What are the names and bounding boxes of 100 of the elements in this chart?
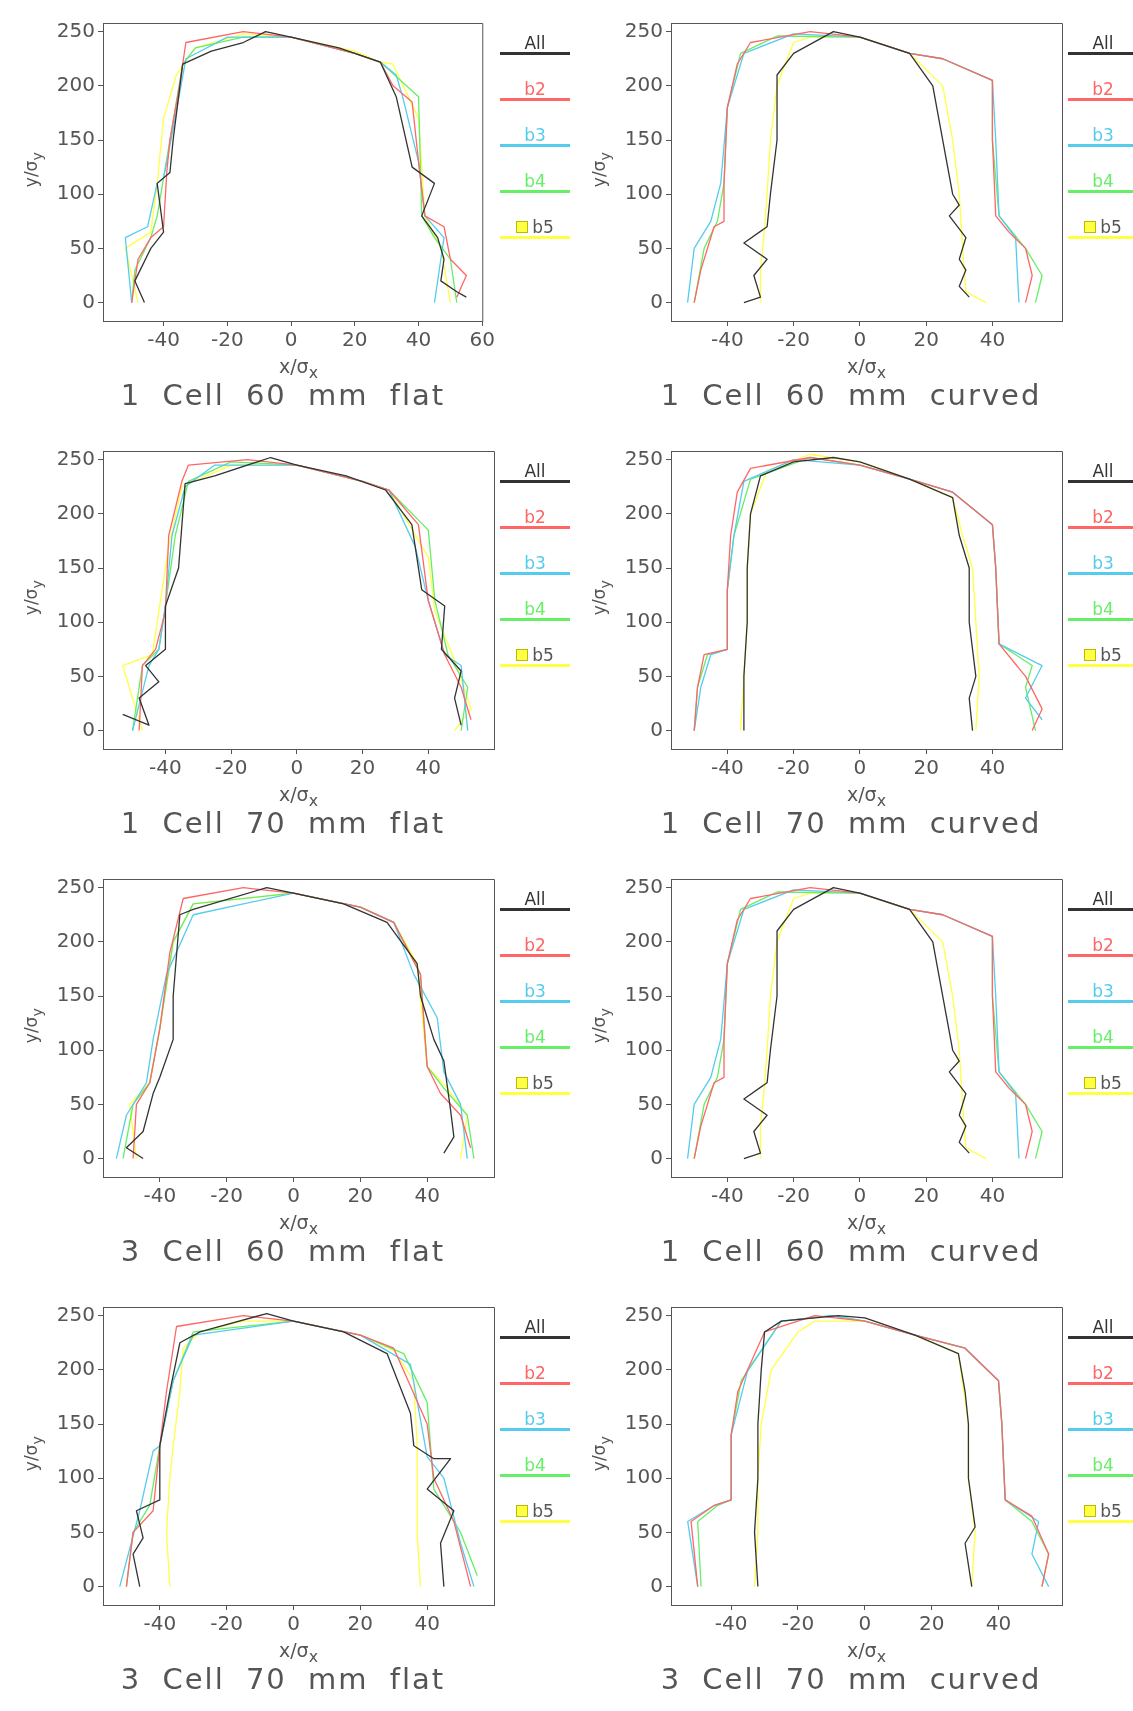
x-tick-label: 20: [913, 1183, 939, 1208]
y-tick-label: 0: [82, 288, 95, 313]
x-tick-label: 40: [979, 327, 1006, 352]
y-tick-label: 100: [624, 608, 663, 633]
text: b3: [1091, 125, 1115, 145]
y-tick-label: 200: [624, 1356, 663, 1381]
x-tick-label: -40: [714, 1611, 748, 1636]
y-tick-label: 250: [624, 445, 663, 470]
text: b2: [523, 935, 547, 955]
x-tick-label: 40: [979, 1183, 1006, 1208]
text: b3: [1091, 981, 1115, 1001]
x-tick-label: 20: [918, 1611, 945, 1636]
x-tick-label: 40: [985, 1611, 1012, 1636]
y-tick-label: 100: [624, 1036, 663, 1061]
x-tick-label: 20: [342, 327, 368, 352]
legend-label: b5: [1099, 645, 1123, 665]
y-tick-label: 50: [69, 1518, 95, 1543]
x-tick-label: 0: [290, 755, 304, 780]
x-tick-label: -40: [710, 327, 744, 352]
x-tick-label: 0: [287, 1183, 300, 1208]
text: b2: [1091, 1363, 1115, 1383]
x-tick-label: -20: [210, 1183, 243, 1208]
x-tick-label: -20: [214, 755, 248, 780]
text: All: [523, 1317, 547, 1337]
y-tick-label: 0: [82, 716, 95, 741]
x-tick-label: 20: [913, 755, 939, 780]
y-tick-label: 0: [650, 716, 663, 741]
y-tick-label: 250: [624, 17, 663, 42]
x-tick-label: 0: [853, 755, 867, 780]
x-tick-label: 0: [853, 327, 867, 352]
x-tick-label: -20: [781, 1611, 815, 1636]
y-tick-label: 100: [56, 1464, 95, 1489]
text: b4: [523, 171, 547, 191]
y-tick-label: 100: [56, 608, 95, 633]
text: b4: [523, 1455, 547, 1475]
y-tick-label: 100: [56, 180, 95, 205]
y-tick-label: 50: [637, 662, 663, 687]
text: b3: [523, 1409, 547, 1429]
x-tick-label: -40: [710, 1183, 744, 1208]
y-tick-label: 250: [56, 1301, 95, 1326]
legend-label: b5: [531, 1501, 555, 1521]
y-tick-label: 50: [637, 234, 663, 259]
y-tick-label: 250: [56, 445, 95, 470]
x-tick-label: 40: [414, 1611, 440, 1636]
y-tick-label: 150: [624, 554, 663, 579]
x-tick-label: -40: [149, 755, 182, 780]
text: All: [1091, 461, 1115, 481]
legend-label: b5: [1099, 1073, 1123, 1093]
text: b4: [1091, 171, 1115, 191]
text: b2: [1091, 507, 1115, 527]
y-tick-label: 0: [82, 1572, 95, 1597]
legend-label: b5: [531, 1073, 555, 1093]
y-tick-label: 250: [56, 873, 95, 898]
text: b4: [523, 599, 547, 619]
text: b3: [1091, 553, 1115, 573]
y-tick-label: 150: [624, 1410, 663, 1435]
legend-label: b5: [1099, 217, 1123, 237]
legend-label: b5: [531, 217, 555, 237]
x-tick-label: -20: [777, 1183, 810, 1208]
legend-label: b5: [531, 645, 555, 665]
text: All: [523, 461, 547, 481]
y-tick-label: 200: [624, 500, 663, 525]
y-tick-label: 200: [56, 72, 95, 97]
text: b4: [1091, 1455, 1115, 1475]
y-tick-label: 0: [82, 1144, 95, 1169]
x-tick-label: 20: [913, 327, 939, 352]
text: b3: [523, 981, 547, 1001]
x-tick-label: 0: [858, 1611, 872, 1636]
text: b3: [523, 125, 547, 145]
x-tick-label: -40: [143, 1611, 177, 1636]
x-tick-label: 20: [349, 755, 376, 780]
x-tick-label: -40: [143, 1183, 177, 1208]
y-tick-label: 200: [56, 1356, 95, 1381]
x-tick-label: 20: [347, 1611, 374, 1636]
y-tick-label: 0: [650, 1144, 663, 1169]
text: b3: [1091, 1409, 1115, 1429]
y-tick-label: 250: [624, 1301, 663, 1326]
x-tick-label: 40: [979, 755, 1006, 780]
y-tick-label: 200: [56, 928, 95, 953]
y-tick-label: 250: [624, 873, 663, 898]
y-tick-label: 150: [56, 982, 95, 1007]
text: b4: [1091, 1027, 1115, 1047]
text: b4: [1091, 599, 1115, 619]
x-tick-label: -40: [710, 755, 744, 780]
text: b4: [523, 1027, 547, 1047]
y-tick-label: 100: [624, 180, 663, 205]
x-tick-label: 0: [284, 327, 298, 352]
x-tick-label: 0: [287, 1611, 300, 1636]
text: All: [1091, 1317, 1115, 1337]
y-tick-label: 50: [69, 234, 95, 259]
y-tick-label: 50: [637, 1518, 663, 1543]
text: All: [523, 889, 547, 909]
y-tick-label: 150: [56, 1410, 95, 1435]
y-tick-label: 50: [637, 1090, 663, 1115]
y-tick-label: 100: [624, 1464, 663, 1489]
y-tick-label: 50: [69, 662, 95, 687]
text: All: [1091, 33, 1115, 53]
y-tick-label: 0: [650, 1572, 663, 1597]
text: All: [1091, 889, 1115, 909]
x-tick-label: 40: [414, 1183, 440, 1208]
